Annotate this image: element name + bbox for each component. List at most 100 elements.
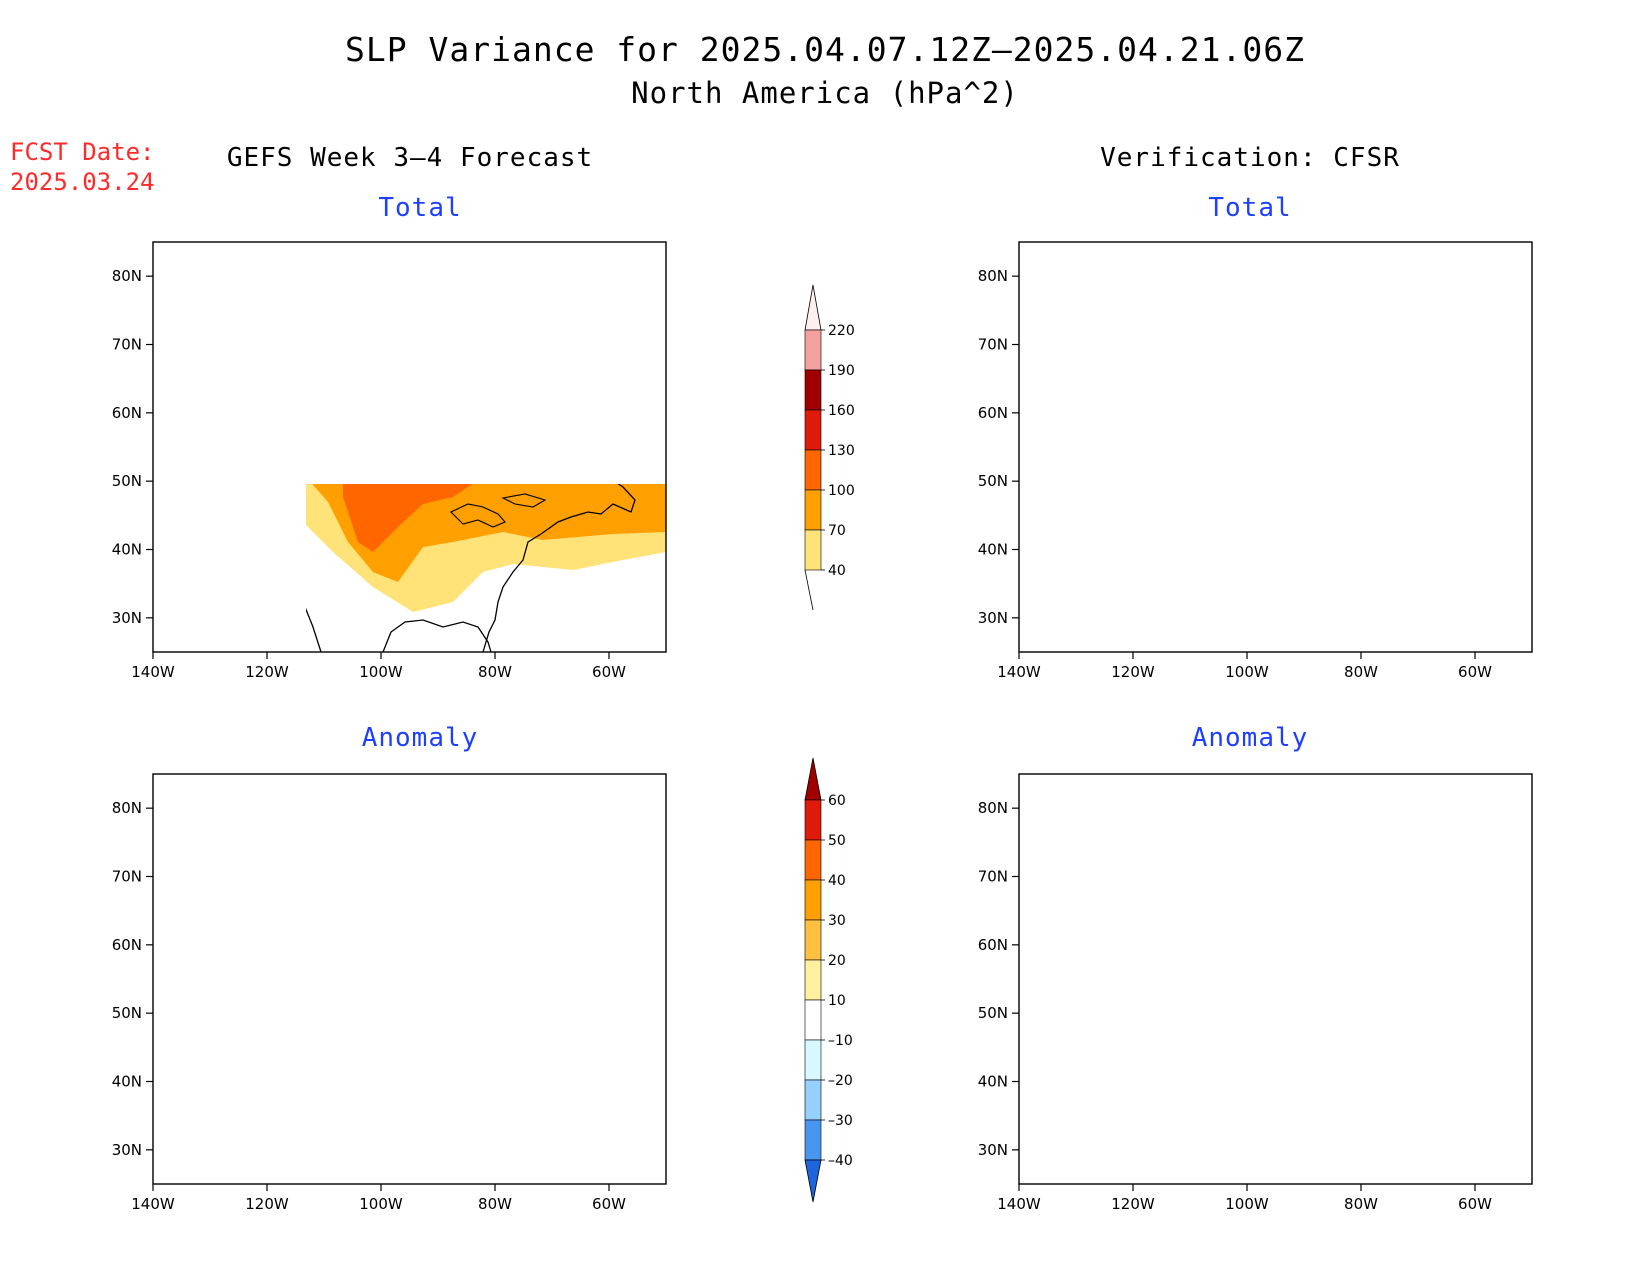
lat-tick-label: 40N [978,1073,1008,1091]
lat-tick-label: 30N [978,1141,1008,1159]
colorbar-label: 190 [828,363,855,379]
lat-tick-label: 30N [978,609,1008,627]
lat-tick-label: 50N [112,1004,142,1022]
forecast-column-title: GEFS Week 3–4 Forecast [226,143,594,173]
lat-tick-label: 80N [112,267,142,285]
lon-tick-label: 120W [1111,663,1155,681]
lon-tick-label: 140W [997,663,1041,681]
lon-tick-label: 100W [359,663,403,681]
forecast-anomaly-title: Anomaly [361,723,479,753]
colorbar-label: 20 [828,953,846,969]
lon-tick-label: 140W [131,1195,175,1213]
colorbar-segment [804,409,822,451]
lon-tick-label: 80W [478,1195,512,1213]
colorbar-bottom-arrow [804,569,814,611]
lat-tick-label: 50N [112,472,142,490]
colorbar-segment [804,1039,822,1081]
lat-tick-label: 70N [978,868,1008,886]
total-colorbar: 220 190 160 130 100 70 40 [804,284,855,611]
colorbar-segment [804,999,822,1041]
colorbar-label: 40 [828,563,846,579]
main-title: SLP Variance for 2025.04.07.12Z–2025.04.… [345,30,1305,69]
verification-column-title: Verification: CFSR [1100,143,1400,173]
colorbar-label: 220 [828,323,855,339]
lon-tick-label: 60W [1458,1195,1492,1213]
colorbar-label: –40 [828,1153,853,1169]
lat-tick-label: 70N [978,336,1008,354]
lon-tick-label: 80W [1344,1195,1378,1213]
colorbar-segment [804,449,822,491]
lon-tick-label: 100W [1225,1195,1269,1213]
colorbar-segment [804,799,822,841]
verification-anomaly-title: Anomaly [1191,723,1309,753]
colorbar-top-arrow [804,757,822,801]
verification-anomaly-map [1019,774,1532,1184]
colorbar-label: –30 [828,1113,853,1129]
colorbar-segment [804,879,822,921]
colorbar-segment [804,369,822,411]
lat-tick-label: 60N [112,936,142,954]
colorbar-label: 130 [828,443,855,459]
verification-anomaly-frame [1018,773,1533,1185]
colorbar-segment [804,959,822,1001]
lon-tick-label: 120W [245,663,289,681]
lon-tick-label: 140W [131,663,175,681]
colorbar-segment [804,1079,822,1121]
colorbar-segment [804,329,822,371]
lat-tick-label: 50N [978,472,1008,490]
colorbar-label: –20 [828,1073,853,1089]
lat-tick-label: 80N [112,799,142,817]
lat-tick-label: 40N [978,541,1008,559]
colorbar-label: 30 [828,913,846,929]
lat-tick-label: 30N [112,1141,142,1159]
lat-tick-label: 60N [112,404,142,422]
lat-tick-label: 30N [112,609,142,627]
colorbar-label: 50 [828,833,846,849]
lat-tick-label: 70N [112,336,142,354]
colorbar-segment [804,489,822,531]
lon-tick-label: 60W [592,663,626,681]
lon-tick-label: 120W [245,1195,289,1213]
colorbar-label: 160 [828,403,855,419]
forecast-total-map [306,484,666,653]
lon-tick-label: 120W [1111,1195,1155,1213]
forecast-anomaly-frame [152,773,667,1185]
lat-tick-label: 80N [978,267,1008,285]
verification-total-frame [1018,241,1533,653]
lon-tick-label: 80W [1344,663,1378,681]
colorbar-bottom-arrow [804,1159,822,1203]
axes-layer: 80N 70N 60N 50N 40N 30N 140W 120W 100W 80W 60W 80N 7… [112,267,1492,1213]
colorbar-segment [804,529,822,571]
lat-tick-label: 60N [978,936,1008,954]
anomaly-colorbar: 60 50 40 30 20 10 –10 –20 –30 –40 [804,757,853,1203]
lon-tick-label: 60W [592,1195,626,1213]
forecast-total-title: Total [378,193,462,223]
forecast-total-frame [152,241,667,653]
fcst-date-value: 2025.03.24 [10,168,155,196]
lat-tick-label: 40N [112,541,142,559]
colorbar-label: 100 [828,483,855,499]
forecast-anomaly-map [153,774,666,1184]
main-subtitle: North America (hPa^2) [631,76,1019,110]
colorbar-label: 60 [828,793,846,809]
lon-tick-label: 100W [359,1195,403,1213]
lat-tick-label: 40N [112,1073,142,1091]
lon-tick-label: 80W [478,663,512,681]
colorbar-segment [804,919,822,961]
lon-tick-label: 100W [1225,663,1269,681]
lat-tick-label: 80N [978,799,1008,817]
lat-tick-label: 60N [978,404,1008,422]
lat-tick-label: 70N [112,868,142,886]
lat-tick-label: 50N [978,1004,1008,1022]
lon-tick-label: 60W [1458,663,1492,681]
colorbar-segment [804,1119,822,1161]
colorbar-label: –10 [828,1033,853,1049]
colorbar-top-arrow [804,284,822,331]
verification-total-map [1019,242,1532,652]
colorbar-label: 70 [828,523,846,539]
verification-total-title: Total [1208,193,1292,223]
lon-tick-label: 140W [997,1195,1041,1213]
colorbar-segment [804,839,822,881]
colorbar-label: 10 [828,993,846,1009]
